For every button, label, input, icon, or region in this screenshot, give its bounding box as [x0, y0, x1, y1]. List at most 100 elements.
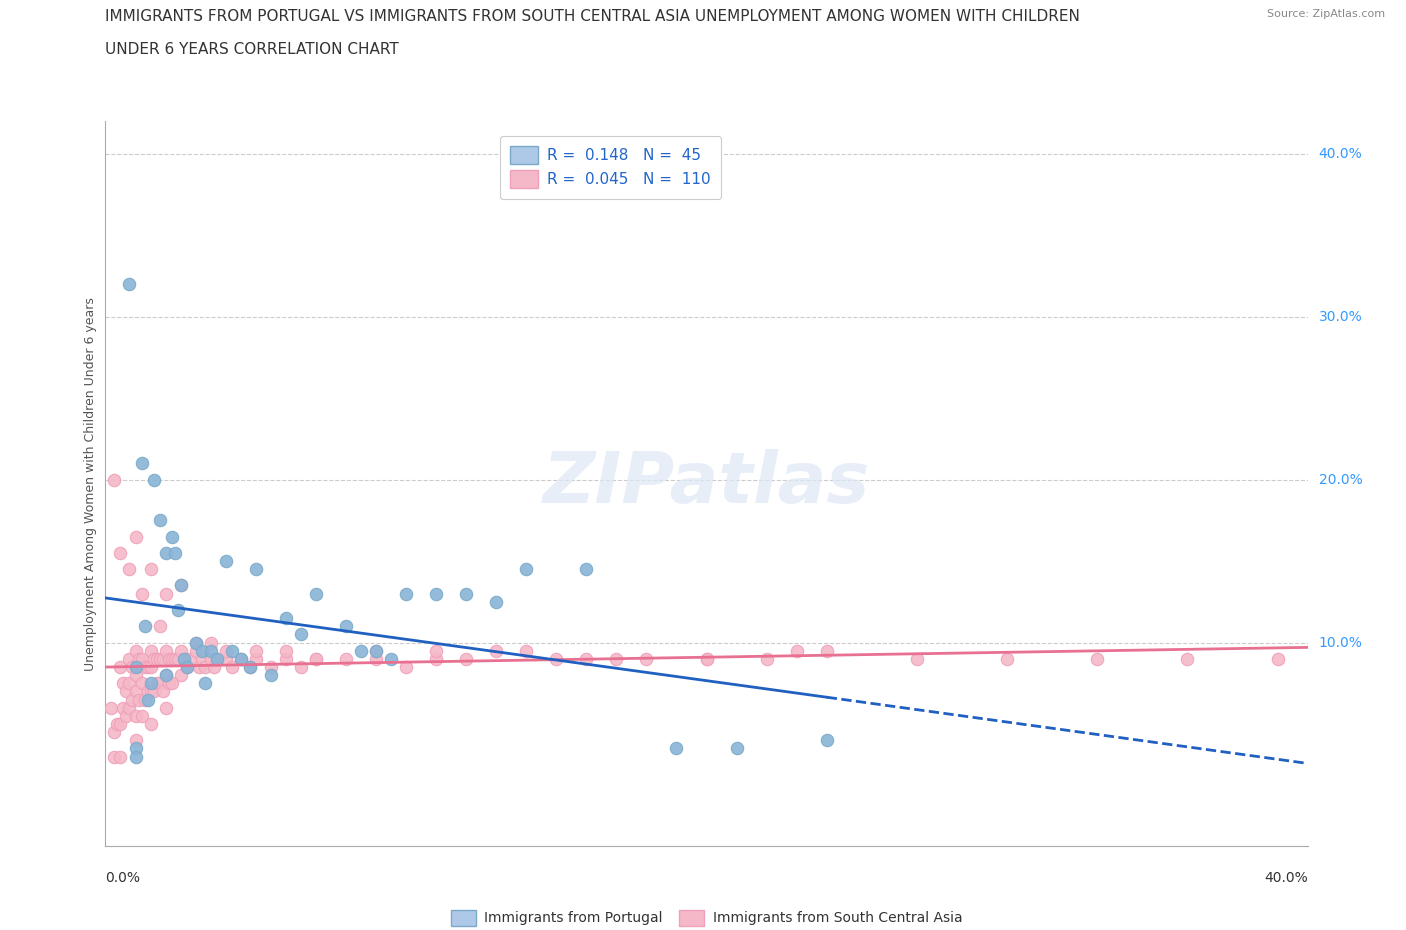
Point	[110, 750, 132, 764]
Point	[139, 659, 162, 674]
Point	[190, 651, 212, 666]
Point	[148, 618, 170, 633]
Point	[200, 635, 222, 650]
Point	[112, 676, 135, 691]
Point	[169, 668, 191, 683]
Point	[575, 562, 598, 577]
Point	[103, 472, 125, 487]
Point	[124, 709, 146, 724]
Point	[636, 651, 658, 666]
Point	[184, 635, 207, 650]
Point	[184, 644, 207, 658]
Point	[245, 562, 267, 577]
Point	[157, 676, 180, 691]
Point	[485, 644, 508, 658]
Point	[139, 562, 162, 577]
Point	[128, 692, 150, 707]
Point	[169, 644, 191, 658]
Point	[905, 651, 928, 666]
Point	[118, 676, 141, 691]
Point	[184, 635, 207, 650]
Point	[176, 659, 198, 674]
Point	[136, 684, 159, 698]
Point	[115, 684, 138, 698]
Point	[124, 668, 146, 683]
Point	[1267, 651, 1289, 666]
Point	[815, 733, 838, 748]
Point	[425, 651, 447, 666]
Point	[139, 676, 162, 691]
Point	[605, 651, 627, 666]
Point	[364, 651, 387, 666]
Point	[124, 529, 146, 544]
Point	[148, 651, 170, 666]
Text: 0.0%: 0.0%	[105, 871, 141, 885]
Point	[515, 644, 537, 658]
Point	[260, 668, 283, 683]
Point	[395, 659, 418, 674]
Point	[221, 644, 243, 658]
Point	[1085, 651, 1108, 666]
Point	[118, 562, 141, 577]
Point	[121, 659, 143, 674]
Point	[815, 644, 838, 658]
Point	[160, 651, 183, 666]
Point	[124, 659, 146, 674]
Point	[157, 651, 180, 666]
Point	[229, 651, 252, 666]
Point	[546, 651, 568, 666]
Point	[163, 651, 186, 666]
Point	[134, 692, 156, 707]
Point	[110, 659, 132, 674]
Point	[124, 733, 146, 748]
Point	[305, 651, 328, 666]
Point	[160, 529, 183, 544]
Legend: Immigrants from Portugal, Immigrants from South Central Asia: Immigrants from Portugal, Immigrants fro…	[446, 904, 967, 930]
Point	[305, 651, 328, 666]
Point	[786, 644, 808, 658]
Point	[350, 644, 373, 658]
Point	[245, 651, 267, 666]
Point	[194, 676, 217, 691]
Point	[139, 717, 162, 732]
Point	[995, 651, 1018, 666]
Point	[335, 651, 357, 666]
Point	[515, 562, 537, 577]
Point	[205, 651, 228, 666]
Point	[166, 651, 188, 666]
Text: 20.0%: 20.0%	[1319, 472, 1362, 486]
Point	[214, 553, 236, 568]
Point	[274, 651, 297, 666]
Point	[245, 644, 267, 658]
Point	[173, 651, 195, 666]
Text: 40.0%: 40.0%	[1264, 871, 1308, 885]
Point	[425, 644, 447, 658]
Point	[142, 684, 165, 698]
Point	[229, 651, 252, 666]
Point	[205, 651, 228, 666]
Point	[696, 651, 718, 666]
Point	[485, 594, 508, 609]
Point	[136, 659, 159, 674]
Point	[163, 545, 186, 560]
Point	[142, 651, 165, 666]
Point	[239, 659, 262, 674]
Point	[148, 512, 170, 527]
Point	[131, 676, 153, 691]
Point	[1175, 651, 1198, 666]
Point	[107, 717, 129, 732]
Point	[118, 700, 141, 715]
Text: ZIPatlas: ZIPatlas	[543, 449, 870, 518]
Point	[200, 651, 222, 666]
Point	[100, 700, 122, 715]
Point	[290, 627, 312, 642]
Point	[110, 717, 132, 732]
Text: IMMIGRANTS FROM PORTUGAL VS IMMIGRANTS FROM SOUTH CENTRAL ASIA UNEMPLOYMENT AMON: IMMIGRANTS FROM PORTUGAL VS IMMIGRANTS F…	[105, 9, 1080, 24]
Point	[176, 659, 198, 674]
Point	[139, 684, 162, 698]
Point	[160, 676, 183, 691]
Point	[274, 611, 297, 626]
Point	[139, 644, 162, 658]
Point	[115, 709, 138, 724]
Point	[131, 709, 153, 724]
